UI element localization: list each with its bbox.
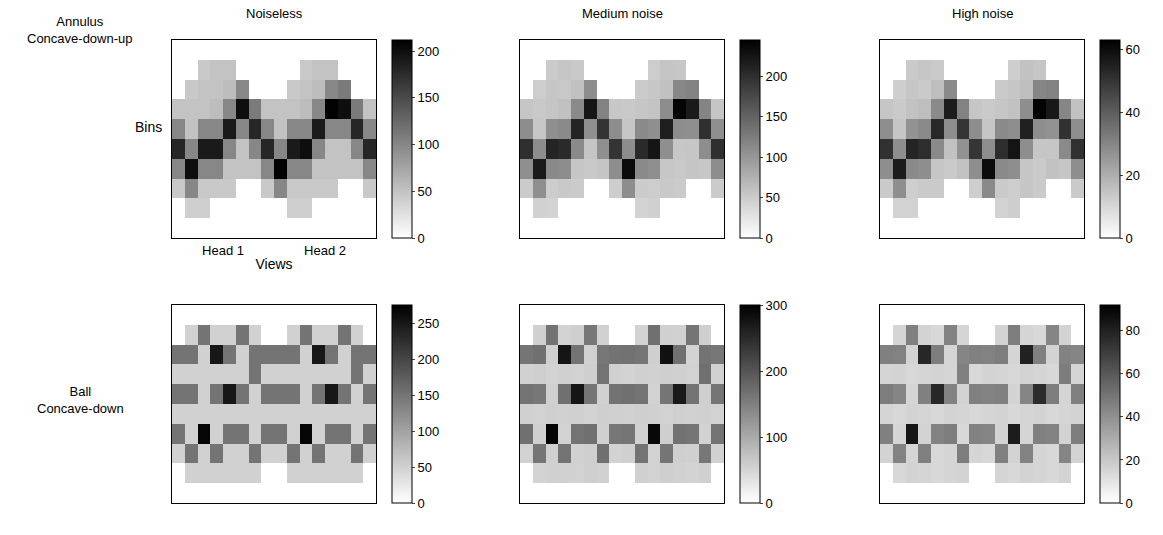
svg-text:0: 0	[1126, 231, 1133, 246]
svg-text:Head 1: Head 1	[202, 243, 244, 258]
svg-text:Bins: Bins	[135, 119, 162, 135]
svg-text:BallConcave-down: BallConcave-down	[37, 384, 124, 416]
svg-text:300: 300	[766, 298, 788, 313]
svg-text:0: 0	[766, 496, 773, 511]
svg-text:100: 100	[418, 137, 440, 152]
svg-text:80: 80	[1126, 323, 1140, 338]
svg-text:50: 50	[418, 184, 432, 199]
svg-text:50: 50	[766, 190, 780, 205]
svg-text:Medium noise: Medium noise	[582, 6, 663, 21]
svg-text:100: 100	[418, 424, 440, 439]
svg-text:150: 150	[418, 90, 440, 105]
svg-text:50: 50	[418, 460, 432, 475]
svg-text:0: 0	[418, 496, 425, 511]
svg-text:20: 20	[1126, 168, 1140, 183]
svg-text:200: 200	[418, 44, 440, 59]
svg-text:60: 60	[1126, 366, 1140, 381]
svg-text:High noise: High noise	[952, 6, 1013, 21]
svg-text:200: 200	[418, 352, 440, 367]
svg-text:40: 40	[1126, 105, 1140, 120]
svg-text:40: 40	[1126, 409, 1140, 424]
svg-text:150: 150	[418, 388, 440, 403]
svg-text:Views: Views	[255, 256, 292, 272]
svg-text:200: 200	[766, 69, 788, 84]
svg-text:0: 0	[1126, 496, 1133, 511]
svg-text:200: 200	[766, 364, 788, 379]
svg-text:Head 2: Head 2	[304, 243, 346, 258]
svg-text:60: 60	[1126, 42, 1140, 57]
svg-text:0: 0	[766, 231, 773, 246]
svg-text:100: 100	[766, 430, 788, 445]
svg-text:AnnulusConcave-down-up: AnnulusConcave-down-up	[27, 14, 133, 46]
svg-text:0: 0	[418, 231, 425, 246]
svg-text:20: 20	[1126, 453, 1140, 468]
svg-text:250: 250	[418, 316, 440, 331]
svg-text:Noiseless: Noiseless	[246, 6, 303, 21]
svg-text:100: 100	[766, 150, 788, 165]
svg-text:150: 150	[766, 109, 788, 124]
